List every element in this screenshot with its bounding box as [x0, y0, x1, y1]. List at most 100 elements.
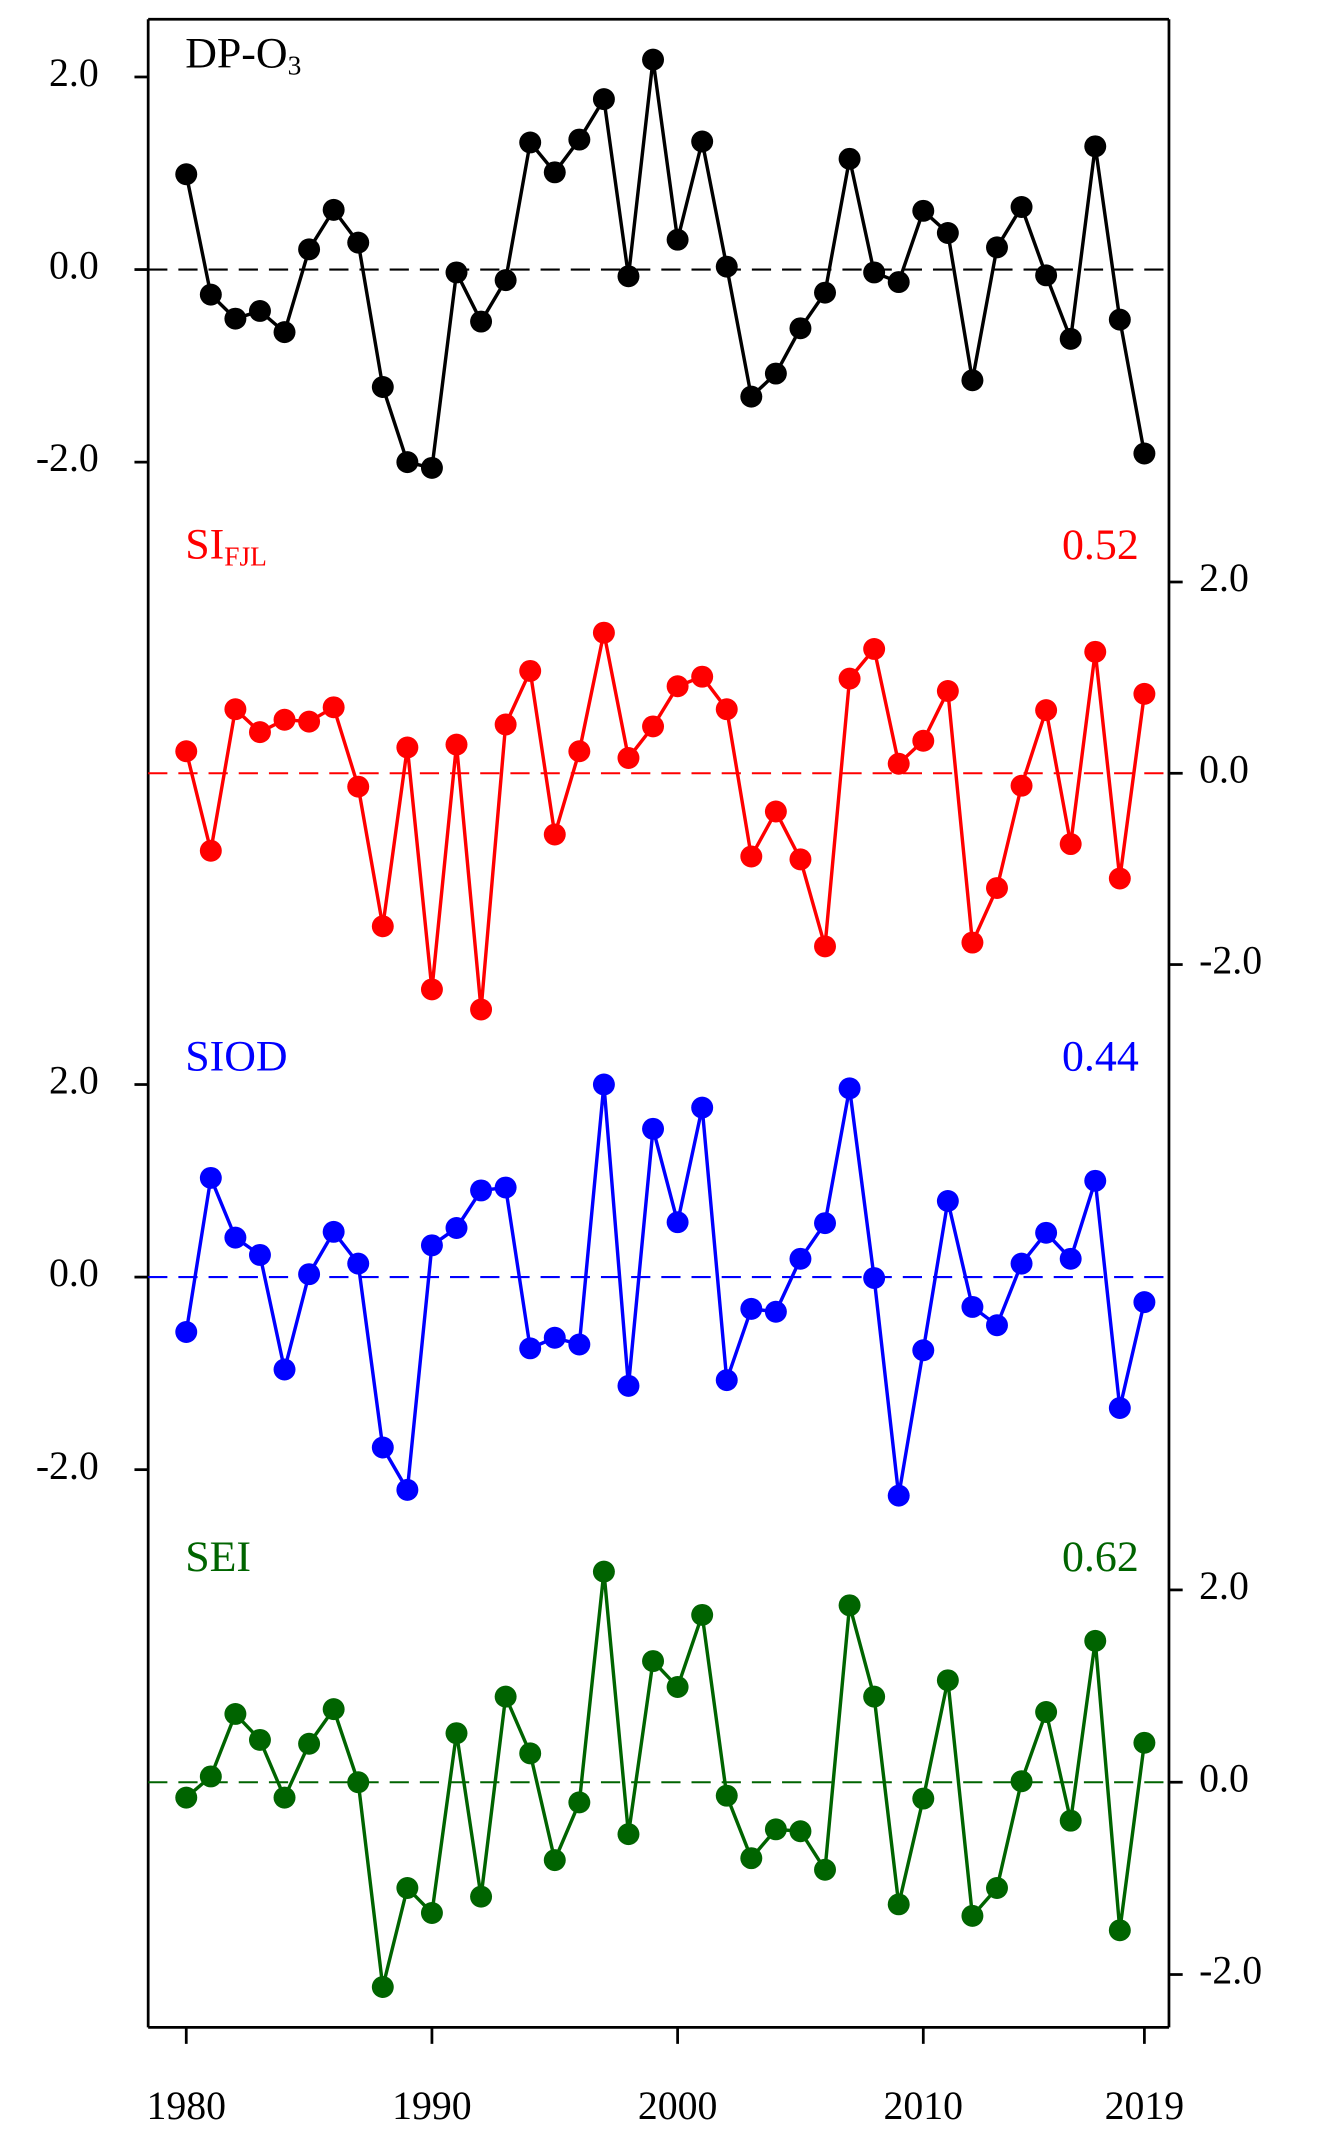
- marker: [273, 1786, 296, 1809]
- marker: [224, 1226, 247, 1249]
- marker: [838, 147, 861, 170]
- marker: [248, 1243, 271, 1266]
- marker: [322, 696, 345, 719]
- series-line: [184, 632, 1147, 1010]
- x-tick-label: 2010: [884, 2084, 964, 2128]
- marker: [298, 1263, 321, 1286]
- marker: [445, 1217, 468, 1239]
- marker: [322, 1220, 345, 1243]
- marker: [863, 637, 886, 660]
- marker: [838, 667, 861, 690]
- marker: [617, 747, 640, 769]
- marker: [494, 713, 517, 736]
- marker: [1035, 264, 1058, 287]
- marker: [470, 1179, 493, 1202]
- marker: [371, 376, 394, 399]
- marker: [764, 1818, 787, 1841]
- panel-label-main: SEI: [185, 1533, 251, 1581]
- marker: [347, 1771, 370, 1794]
- marker: [420, 1902, 443, 1924]
- marker: [1108, 1919, 1131, 1942]
- y-tick-label: 0.0: [49, 244, 99, 288]
- marker: [838, 1077, 861, 1100]
- marker: [298, 238, 321, 261]
- x-tick-label: 1990: [392, 2084, 472, 2128]
- y-tick-label: 0.0: [49, 1251, 99, 1295]
- marker: [175, 163, 198, 186]
- marker: [494, 269, 517, 292]
- marker: [912, 729, 935, 752]
- marker: [789, 317, 812, 340]
- marker: [445, 261, 468, 284]
- y-tick-label: -2.0: [36, 436, 99, 480]
- marker: [691, 1096, 714, 1119]
- marker: [543, 161, 566, 184]
- marker: [224, 1702, 247, 1725]
- marker: [691, 130, 714, 153]
- marker: [1059, 833, 1082, 856]
- marker: [666, 1211, 689, 1234]
- marker: [568, 1333, 591, 1356]
- y-tick-label: -2.0: [36, 1444, 99, 1488]
- marker: [642, 1117, 665, 1140]
- marker: [740, 385, 763, 408]
- marker: [642, 715, 665, 738]
- marker: [740, 845, 763, 868]
- panel-label-main: DP-O: [185, 30, 287, 78]
- marker: [1059, 1247, 1082, 1270]
- marker: [224, 698, 247, 721]
- y-tick-label: 2.0: [49, 1059, 99, 1103]
- marker: [1010, 195, 1033, 218]
- marker: [986, 1314, 1008, 1337]
- y-tick-label: -2.0: [1199, 1949, 1262, 1993]
- marker: [764, 800, 787, 823]
- marker: [936, 1669, 959, 1692]
- panel-label-main: SI: [185, 521, 224, 569]
- marker: [568, 1791, 591, 1814]
- panel-label-main: SIOD: [185, 1032, 287, 1080]
- marker: [1010, 1770, 1033, 1793]
- marker: [592, 621, 615, 644]
- marker: [371, 1436, 394, 1459]
- marker: [199, 839, 222, 862]
- x-tick-label: 1980: [146, 2084, 226, 2128]
- marker: [740, 1297, 763, 1320]
- marker: [961, 369, 984, 392]
- series-line: [185, 1571, 1147, 1988]
- panel-label-sub: 3: [288, 51, 302, 81]
- marker: [1108, 308, 1131, 331]
- marker: [617, 1823, 640, 1846]
- series-line: [184, 59, 1147, 471]
- marker: [814, 281, 836, 304]
- marker: [1010, 1252, 1033, 1275]
- marker: [961, 931, 984, 954]
- marker: [740, 1847, 763, 1870]
- marker: [519, 1742, 542, 1765]
- marker: [863, 261, 886, 284]
- marker: [887, 1484, 910, 1507]
- marker: [691, 1603, 714, 1626]
- marker: [248, 299, 271, 322]
- marker: [838, 1594, 861, 1617]
- marker: [691, 665, 714, 688]
- correlation: 0.44: [1062, 1032, 1139, 1080]
- marker: [814, 1212, 836, 1235]
- marker: [420, 978, 443, 1001]
- marker: [494, 1685, 517, 1708]
- marker: [347, 231, 370, 254]
- marker: [420, 1234, 443, 1257]
- marker: [592, 1073, 615, 1096]
- panel-label-sub: FJL: [224, 542, 267, 572]
- marker: [592, 88, 615, 111]
- marker: [592, 1560, 615, 1583]
- panel-label: DP-O3: [185, 30, 301, 81]
- marker: [1010, 774, 1033, 797]
- marker: [715, 698, 738, 721]
- marker: [273, 321, 296, 344]
- correlation: 0.52: [1062, 521, 1139, 569]
- marker: [273, 1358, 296, 1381]
- marker: [199, 1765, 222, 1788]
- marker: [175, 1786, 198, 1809]
- marker: [470, 1885, 493, 1908]
